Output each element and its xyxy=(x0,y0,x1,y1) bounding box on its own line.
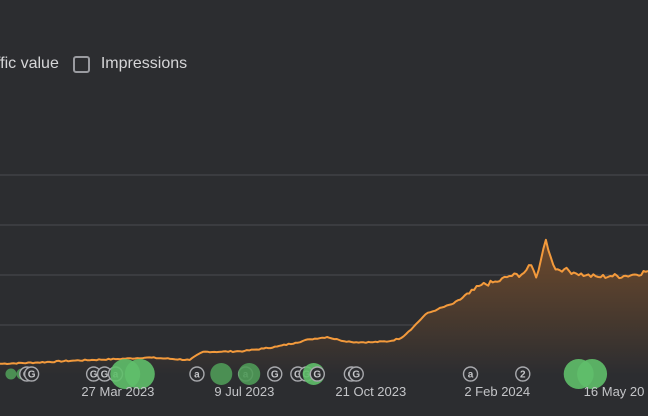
x-tick-label-2: 21 Oct 2023 xyxy=(335,384,406,399)
series-area xyxy=(0,239,648,375)
annotation-badge-21 xyxy=(515,366,531,382)
impressions-checkbox[interactable] xyxy=(72,55,90,73)
annotation-badge-letter-3: G xyxy=(28,370,36,381)
annotation-circle-10 xyxy=(210,363,233,385)
chart-legend: ffic value Impressions xyxy=(0,55,187,73)
annotation-badge-19 xyxy=(348,366,364,382)
legend-item-impressions[interactable]: Impressions xyxy=(72,55,188,73)
legend-impressions-label: Impressions xyxy=(100,55,188,72)
series-line xyxy=(0,238,648,365)
annotation-badge-letter-5: G xyxy=(101,370,109,381)
annotation-badge-letter-21: 2 xyxy=(520,370,526,381)
annotation-circle-23 xyxy=(577,359,608,389)
annotation-badge-letter-20: a xyxy=(468,370,474,381)
x-tick-label-0: 27 Mar 2023 xyxy=(81,384,154,399)
x-tick-label-4: 16 May 20 xyxy=(584,384,645,399)
x-tick-label-1: 9 Jul 2023 xyxy=(214,384,274,399)
annotation-badge-3 xyxy=(23,366,40,382)
annotation-badge-letter-4: G xyxy=(90,370,98,381)
x-tick-label-3: 2 Feb 2024 xyxy=(464,384,530,399)
annotation-badge-letter-19: G xyxy=(352,370,360,381)
annotation-badge-17 xyxy=(309,366,326,382)
annotation-circle-8 xyxy=(124,359,155,389)
legend-traffic-value-label: ffic value xyxy=(0,55,59,72)
annotation-circle-0 xyxy=(5,368,17,380)
annotation-badge-letter-17: G xyxy=(313,370,321,381)
annotation-badge-letter-13: G xyxy=(271,370,279,381)
annotation-circle-12 xyxy=(238,363,261,385)
annotation-badge-20 xyxy=(462,366,479,382)
legend-item-traffic-value[interactable]: ffic value xyxy=(0,55,59,73)
annotation-markers: GGGGaaaGGGGGGa2 xyxy=(5,359,608,389)
annotation-badge-letter-9: a xyxy=(194,370,200,381)
annotation-badge-letter-14: G xyxy=(294,370,302,381)
annotation-badge-13 xyxy=(267,366,283,382)
annotation-badge-9 xyxy=(189,366,205,382)
x-axis-ticks: 27 Mar 2023 9 Jul 2023 21 Oct 2023 2 Feb 20… xyxy=(81,384,644,399)
